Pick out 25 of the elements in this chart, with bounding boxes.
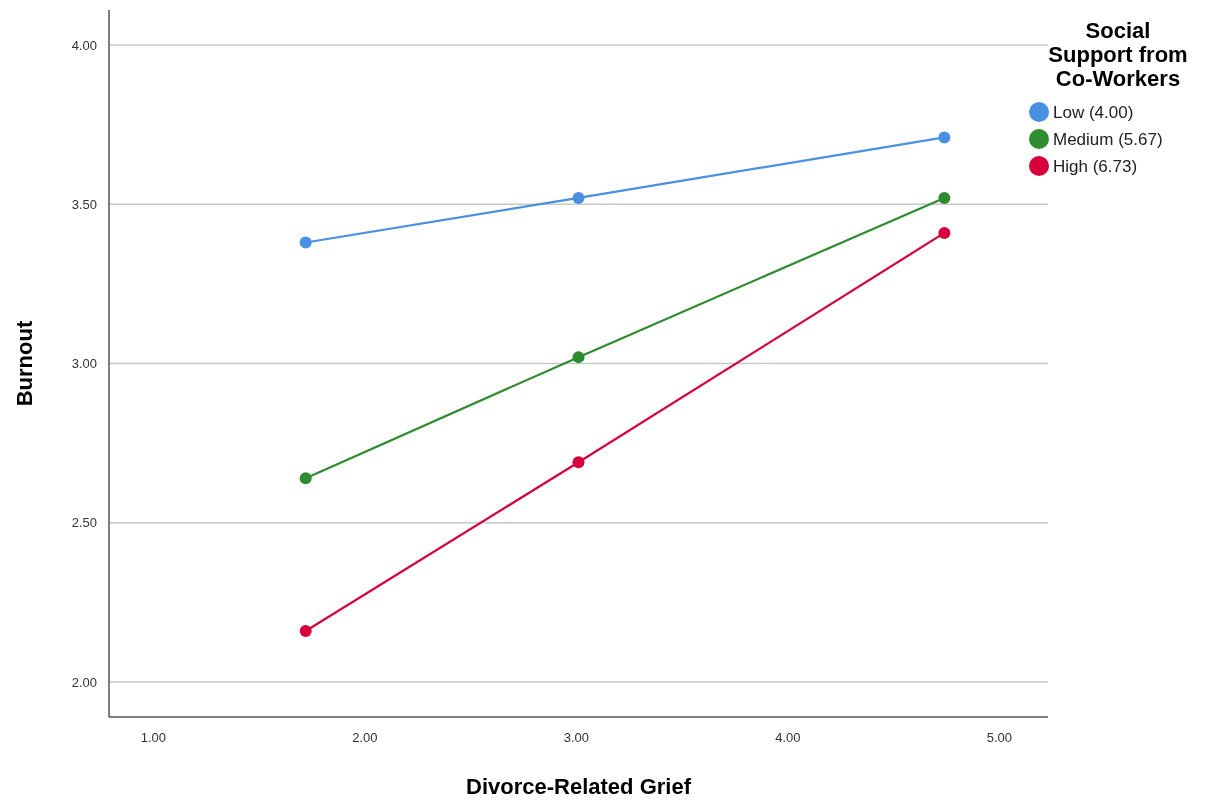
x-tick-label: 3.00 (563, 730, 590, 745)
point (938, 191, 951, 204)
point (299, 236, 312, 249)
y-tick-label: 2.50 (71, 515, 97, 531)
legend-label: Low (4.00) (1053, 102, 1134, 122)
point (572, 456, 585, 469)
legend-label: Medium (5.67) (1053, 129, 1163, 149)
legend-title: Social Support from Co-Workers (1048, 18, 1188, 91)
x-tick-label: 2.00 (352, 730, 378, 745)
point (938, 131, 951, 144)
x-tick-label: 1.00 (140, 730, 167, 745)
legend-label: High (6.73) (1053, 156, 1138, 176)
point (938, 226, 951, 239)
point (299, 625, 312, 638)
x-tick-label: 4.00 (775, 730, 801, 745)
point (299, 472, 312, 485)
y-tick-label: 2.00 (71, 674, 97, 690)
y-tick-label: 3.50 (71, 196, 97, 212)
x-tick-label: 5.00 (986, 730, 1013, 745)
point (572, 351, 585, 364)
point (572, 191, 585, 204)
y-tick-label: 3.00 (71, 356, 97, 372)
x-axis-title: Divorce-Related Grief (466, 774, 692, 799)
y-axis-title: Burnout (12, 320, 37, 407)
y-tick-label: 4.00 (71, 37, 97, 53)
